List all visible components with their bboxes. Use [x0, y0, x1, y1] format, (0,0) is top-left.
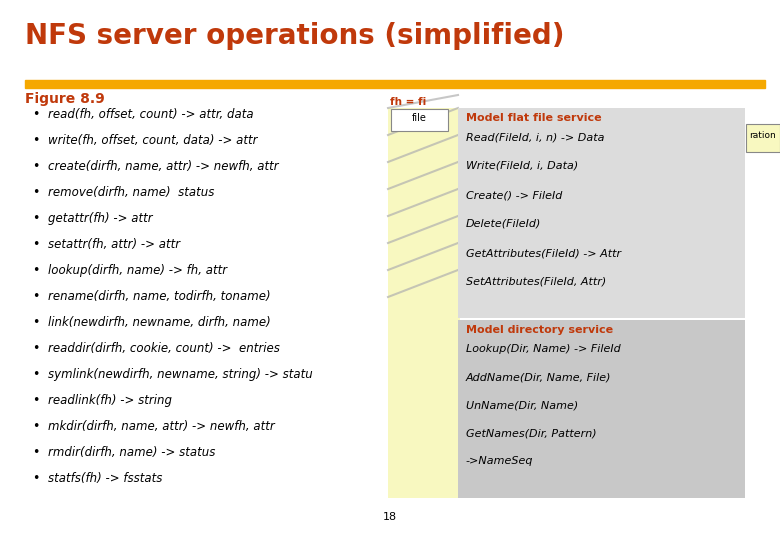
- Text: Model directory service: Model directory service: [466, 325, 613, 335]
- Text: file: file: [412, 113, 427, 123]
- Text: ration: ration: [750, 132, 776, 140]
- Text: •: •: [32, 472, 39, 485]
- Text: getattr(fh) -> attr: getattr(fh) -> attr: [48, 212, 153, 225]
- Text: lookup(dirfh, name) -> fh, attr: lookup(dirfh, name) -> fh, attr: [48, 264, 227, 277]
- Text: NFS server operations (simplified): NFS server operations (simplified): [25, 22, 565, 50]
- FancyBboxPatch shape: [391, 109, 448, 131]
- Text: write(fh, offset, count, data) -> attr: write(fh, offset, count, data) -> attr: [48, 134, 257, 147]
- Text: readlink(fh) -> string: readlink(fh) -> string: [48, 394, 172, 407]
- Text: •: •: [32, 394, 39, 407]
- Text: •: •: [32, 446, 39, 459]
- Text: •: •: [32, 186, 39, 199]
- Text: remove(dirfh, name)  status: remove(dirfh, name) status: [48, 186, 214, 199]
- Text: Lookup(Dir, Name) -> FileId: Lookup(Dir, Name) -> FileId: [466, 344, 621, 354]
- Text: 18: 18: [383, 512, 397, 522]
- Text: •: •: [32, 160, 39, 173]
- Text: read(fh, offset, count) -> attr, data: read(fh, offset, count) -> attr, data: [48, 108, 254, 121]
- Text: GetAttributes(FileId) -> Attr: GetAttributes(FileId) -> Attr: [466, 248, 621, 258]
- Text: symlink(newdirfh, newname, string) -> statu: symlink(newdirfh, newname, string) -> st…: [48, 368, 313, 381]
- Text: AddName(Dir, Name, File): AddName(Dir, Name, File): [466, 372, 612, 382]
- Text: rename(dirfh, name, todirfh, toname): rename(dirfh, name, todirfh, toname): [48, 290, 271, 303]
- Text: rmdir(dirfh, name) -> status: rmdir(dirfh, name) -> status: [48, 446, 215, 459]
- Text: •: •: [32, 238, 39, 251]
- Text: •: •: [32, 420, 39, 433]
- Text: •: •: [32, 316, 39, 329]
- Bar: [458, 320, 745, 498]
- Text: •: •: [32, 290, 39, 303]
- Bar: [25, 80, 765, 88]
- Text: create(dirfh, name, attr) -> newfh, attr: create(dirfh, name, attr) -> newfh, attr: [48, 160, 278, 173]
- Text: statfs(fh) -> fsstats: statfs(fh) -> fsstats: [48, 472, 162, 485]
- Text: GetNames(Dir, Pattern): GetNames(Dir, Pattern): [466, 428, 597, 438]
- Bar: [458, 108, 745, 318]
- Text: fh = fi: fh = fi: [390, 97, 426, 107]
- Text: Delete(FileId): Delete(FileId): [466, 219, 541, 229]
- Text: SetAttributes(FileId, Attr): SetAttributes(FileId, Attr): [466, 277, 606, 287]
- Text: ->NameSeq: ->NameSeq: [466, 456, 534, 466]
- Text: UnName(Dir, Name): UnName(Dir, Name): [466, 400, 578, 410]
- Text: •: •: [32, 212, 39, 225]
- Bar: [746, 124, 780, 152]
- Text: Read(FileId, i, n) -> Data: Read(FileId, i, n) -> Data: [466, 132, 604, 142]
- Text: Write(FileId, i, Data): Write(FileId, i, Data): [466, 161, 578, 171]
- Text: Figure 8.9: Figure 8.9: [25, 92, 105, 106]
- Text: •: •: [32, 108, 39, 121]
- Text: setattr(fh, attr) -> attr: setattr(fh, attr) -> attr: [48, 238, 180, 251]
- Text: mkdir(dirfh, name, attr) -> newfh, attr: mkdir(dirfh, name, attr) -> newfh, attr: [48, 420, 275, 433]
- Bar: [388, 108, 460, 498]
- Text: Create() -> FileId: Create() -> FileId: [466, 190, 562, 200]
- Text: •: •: [32, 368, 39, 381]
- Text: link(newdirfh, newname, dirfh, name): link(newdirfh, newname, dirfh, name): [48, 316, 271, 329]
- Text: Model flat file service: Model flat file service: [466, 113, 601, 123]
- Text: •: •: [32, 342, 39, 355]
- Text: •: •: [32, 264, 39, 277]
- Text: •: •: [32, 134, 39, 147]
- Text: readdir(dirfh, cookie, count) ->  entries: readdir(dirfh, cookie, count) -> entries: [48, 342, 280, 355]
